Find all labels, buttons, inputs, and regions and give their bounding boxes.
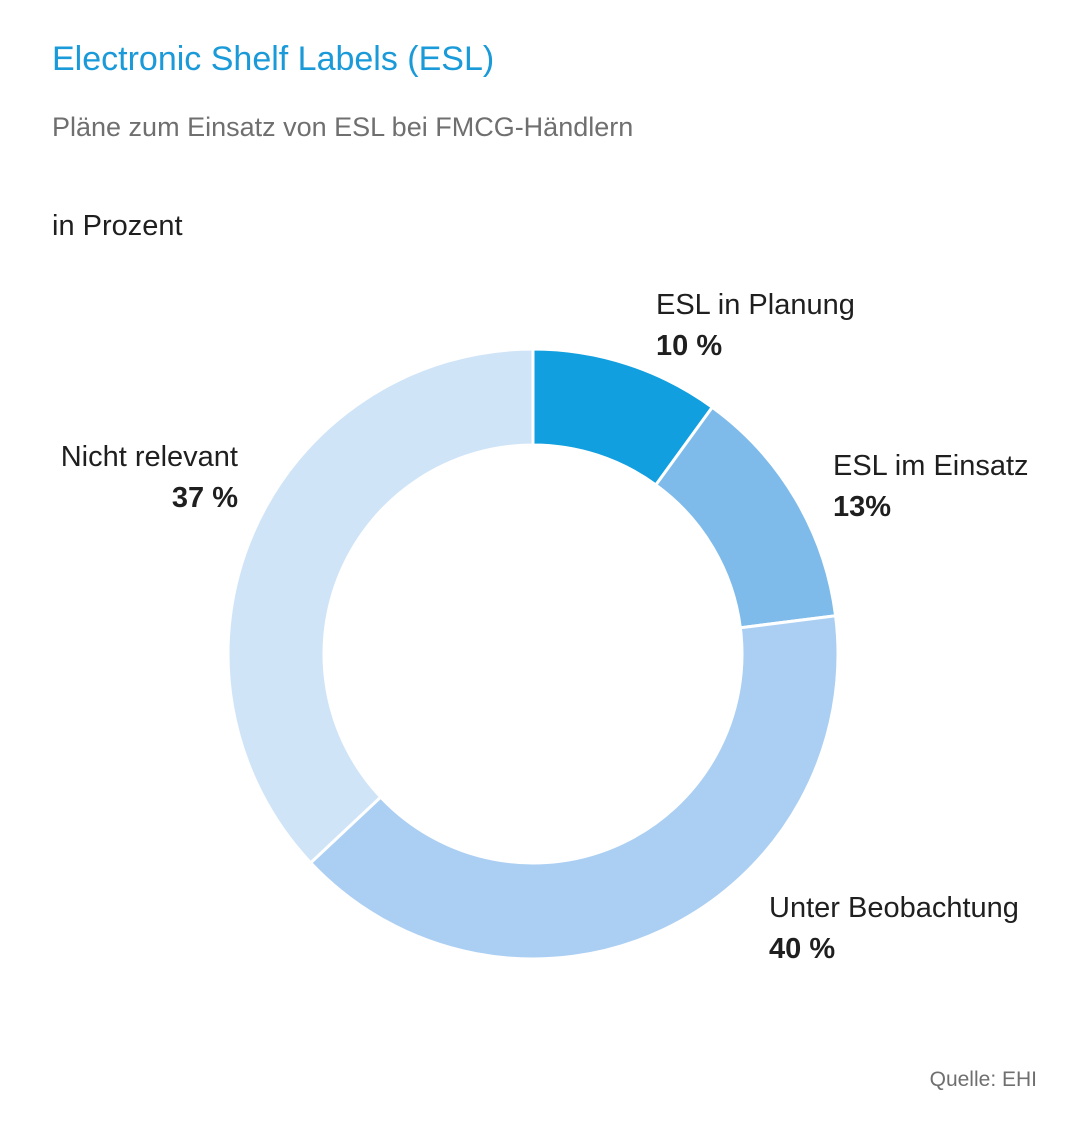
slice-label-name: ESL im Einsatz <box>833 450 1029 482</box>
slice-label-unter-beobachtung: Unter Beobachtung 40 % <box>769 888 1019 970</box>
slice-label-esl-im-einsatz: ESL im Einsatz 13% <box>833 446 1029 528</box>
slice-label-esl-in-planung: ESL in Planung 10 % <box>656 285 855 367</box>
slice-label-name: Unter Beobachtung <box>769 892 1019 924</box>
donut-slice-nicht-relevant <box>226 347 535 865</box>
slice-label-value: 13% <box>833 491 892 523</box>
unit-label: in Prozent <box>52 210 183 242</box>
donut-slice-unter-beobachtung <box>308 614 840 961</box>
chart-subtitle: Pläne zum Einsatz von ESL bei FMCG-Händl… <box>52 112 634 142</box>
source-note: Quelle: EHI <box>929 1068 1037 1091</box>
slice-label-value: 40 % <box>769 933 836 965</box>
slice-label-name: Nicht relevant <box>60 441 238 473</box>
slice-label-value: 10 % <box>656 330 723 362</box>
slice-label-value: 37 % <box>171 482 238 514</box>
slice-label-name: ESL in Planung <box>656 289 855 321</box>
chart-title: Electronic Shelf Labels (ESL) <box>52 40 495 78</box>
slice-label-nicht-relevant: Nicht relevant 37 % <box>61 437 238 519</box>
